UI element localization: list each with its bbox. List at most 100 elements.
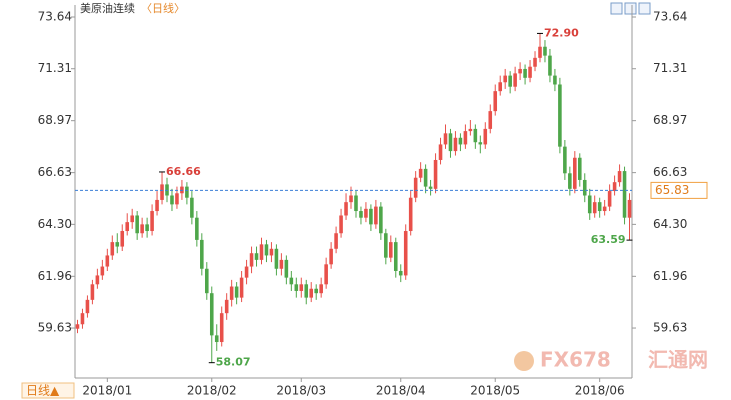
candle-body <box>617 171 622 183</box>
candle-body <box>279 259 284 269</box>
candle-body <box>503 75 507 83</box>
candle-body <box>498 82 503 92</box>
candle-body <box>204 268 209 294</box>
candle-body <box>234 286 239 298</box>
candle-body <box>200 239 204 269</box>
candle-body <box>384 233 388 258</box>
candle-body <box>458 137 463 145</box>
candle-body <box>239 277 244 298</box>
candle-body <box>403 231 408 276</box>
tool-button[interactable] <box>638 2 651 15</box>
candle-body <box>309 288 314 298</box>
watermark: FX678 <box>540 348 611 372</box>
candle-body <box>528 66 532 78</box>
y2-tick-label: 61.96 <box>653 269 687 283</box>
chart-title: 美原油连续 <box>80 1 135 15</box>
candle-body <box>259 244 264 260</box>
candle-body <box>80 313 85 325</box>
candle-body <box>508 75 512 87</box>
candle-body <box>568 173 572 189</box>
candle-body <box>389 242 393 258</box>
candle-body <box>627 199 632 218</box>
candle-body <box>398 270 403 276</box>
candle-body <box>140 224 144 234</box>
y2-tick-label: 64.30 <box>653 217 687 231</box>
candle-body <box>518 68 522 74</box>
candle-body <box>423 168 428 187</box>
candle-body <box>453 137 458 152</box>
candle-body <box>155 199 159 212</box>
candle-body <box>229 286 234 300</box>
candle-body <box>408 197 413 232</box>
period-button[interactable] <box>21 382 75 399</box>
x-tick-label: 2018/03 <box>276 384 326 398</box>
annotation-label: 66.66 <box>166 165 201 178</box>
logo-icon <box>514 351 534 371</box>
candle-body <box>448 133 453 152</box>
candle-body <box>592 202 597 214</box>
annotation-label: 63.59 <box>591 233 626 246</box>
toolbar[interactable] <box>610 2 651 15</box>
candle-body <box>344 202 348 216</box>
last-price-box <box>650 181 708 199</box>
candle-body <box>274 248 279 269</box>
candle-body <box>577 157 582 180</box>
candle-body <box>214 335 219 343</box>
candle-body <box>553 75 557 85</box>
annotation-label: 72.90 <box>544 26 579 39</box>
candle-body <box>428 186 433 189</box>
candle-body <box>105 255 110 267</box>
candle-body <box>612 182 617 192</box>
candle-body <box>473 128 478 143</box>
candle-body <box>433 159 438 189</box>
candle-body <box>413 177 418 198</box>
period-label: 〈日线〉 <box>141 1 185 15</box>
x-tick-label: 2018/05 <box>470 384 520 398</box>
y-tick-label: 66.63 <box>38 165 72 179</box>
period-button-label[interactable]: 日线▲ <box>26 384 60 398</box>
candle-body <box>185 186 189 198</box>
candle-body <box>160 184 164 200</box>
y-tick-label: 59.63 <box>38 321 72 335</box>
candle-body <box>264 244 269 256</box>
candle-body <box>573 157 577 189</box>
candle-body <box>314 288 318 294</box>
candle-body <box>523 68 527 78</box>
candle-body <box>145 224 149 232</box>
candle-body <box>224 299 229 314</box>
candle-body <box>483 128 488 145</box>
candle-body <box>75 324 80 329</box>
candle-body <box>379 206 383 234</box>
candle-body <box>443 133 448 145</box>
tool-button[interactable] <box>610 2 623 15</box>
candle-body <box>597 202 602 212</box>
candle-body <box>563 146 567 174</box>
tool-button[interactable] <box>624 2 637 15</box>
candle-body <box>130 215 134 223</box>
candle-body <box>349 195 353 203</box>
candle-body <box>364 208 368 218</box>
candle-body <box>538 46 542 58</box>
candle-body <box>607 191 612 207</box>
candle-body <box>135 215 139 234</box>
candle-body <box>85 299 90 314</box>
y2-tick-label: 73.64 <box>653 9 687 23</box>
candle-body <box>90 284 95 300</box>
candle-body <box>110 242 115 256</box>
x-tick-label: 2018/01 <box>82 384 132 398</box>
candle-body <box>254 253 259 260</box>
candle-body <box>324 264 328 285</box>
candle-body <box>294 284 299 291</box>
candle-body <box>249 253 254 267</box>
y-tick-label: 71.31 <box>38 61 72 75</box>
candle-body <box>513 73 517 87</box>
annotation-label: 58.07 <box>216 356 251 369</box>
candle-body <box>622 171 627 218</box>
candle-body <box>284 259 289 278</box>
candle-body <box>339 215 343 234</box>
x-tick-label: 2018/04 <box>376 384 426 398</box>
candle-body <box>95 275 100 285</box>
watermark-cn: 汇通网 <box>648 348 708 372</box>
